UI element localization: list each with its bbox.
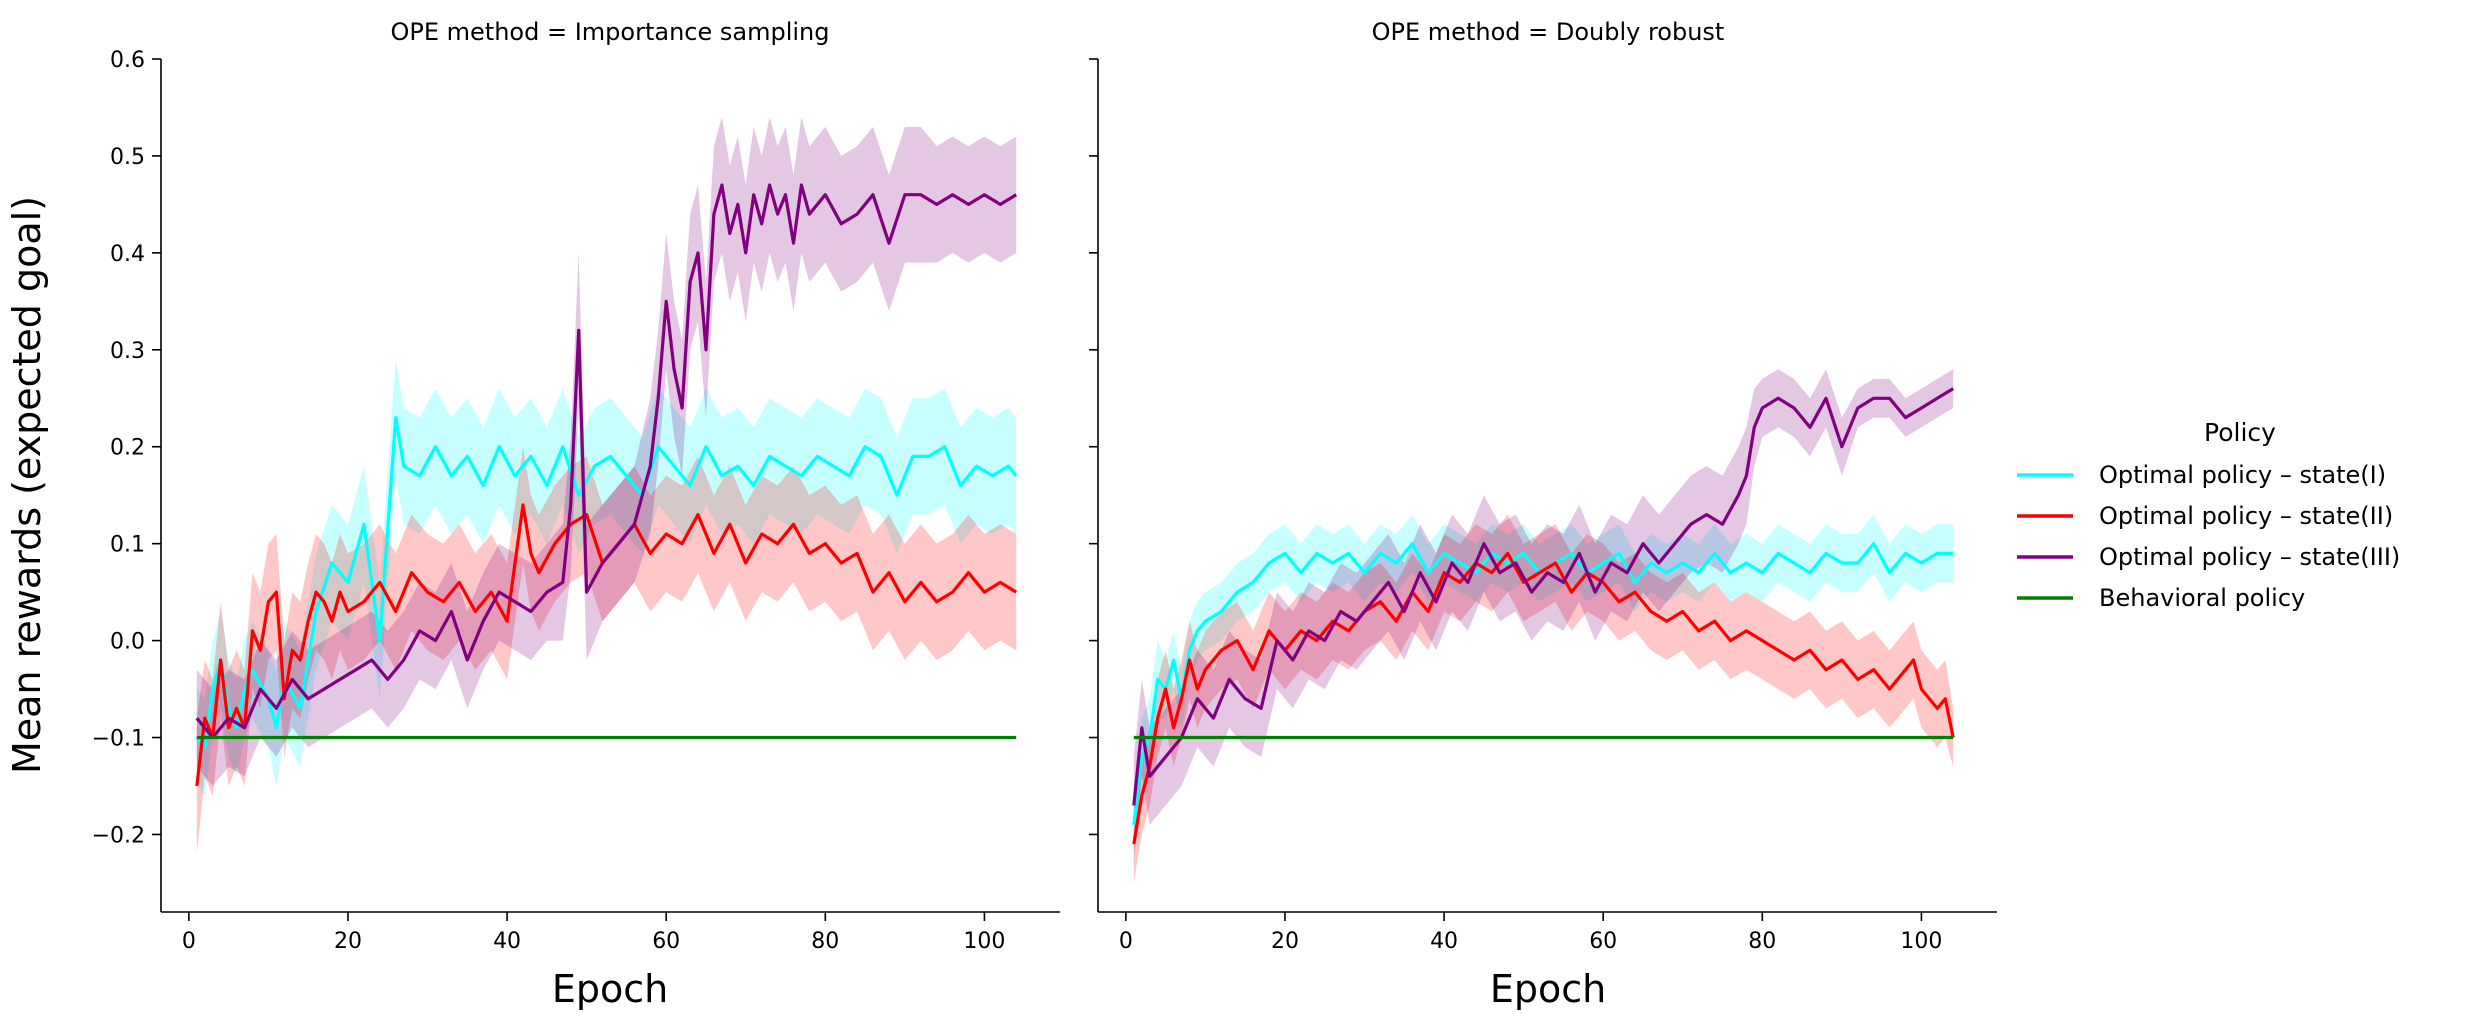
x-tick-label: 100: [963, 929, 1005, 954]
panel-importance-sampling: OPE method = Importance sampling −0.2−0.…: [92, 18, 1060, 1011]
legend-label-behavioral-policy: Behavioral policy: [2099, 584, 2305, 612]
y-axis-label: Mean rewards (expected goal): [5, 196, 49, 774]
axes: −0.2 −0.1 0.0 0.1 0.2 0.3 0.4 0.5 0.6 0 20 40 60 80 10…: [92, 48, 1060, 954]
x-tick-label: 60: [652, 929, 680, 954]
confidence-bands: [1133, 369, 1954, 883]
legend-entries: Optimal policy – state(I) Optimal policy …: [2017, 461, 2400, 612]
x-tick-label: 100: [1900, 929, 1942, 954]
band-optimal-policy-state-i: [1133, 514, 1954, 864]
x-tick-label: 0: [1119, 929, 1133, 954]
y-tick-label: −0.1: [92, 727, 145, 752]
x-tick-label: 80: [811, 929, 839, 954]
band-optimal-policy-state-iii: [1133, 369, 1954, 854]
band-optimal-policy-state-iii: [196, 117, 1017, 786]
legend-label-optimal-policy-state-i: Optimal policy – state(I): [2099, 461, 2386, 489]
y-tick-label: 0.1: [110, 533, 145, 558]
band-optimal-policy-state-ii: [196, 446, 1017, 854]
x-axis-label: Epoch: [552, 967, 668, 1011]
x-tick-label: 0: [182, 929, 196, 954]
legend-title: Policy: [2204, 418, 2276, 447]
line-optimal-policy-state-iii: [1132, 387, 1955, 806]
band-optimal-policy-state-i: [196, 359, 1017, 796]
y-tick-label: 0.4: [110, 242, 145, 267]
y-tick-label: 0.2: [110, 436, 145, 461]
legend-label-optimal-policy-state-ii: Optimal policy – state(II): [2099, 502, 2393, 530]
series-lines: [1132, 387, 1955, 845]
line-optimal-policy-state-i: [1132, 542, 1954, 825]
x-tick-label: 20: [334, 929, 362, 954]
x-tick-label: 40: [493, 929, 521, 954]
line-optimal-policy-state-ii: [1132, 551, 1955, 845]
x-tick-label: 80: [1748, 929, 1776, 954]
y-tick-label: −0.2: [92, 823, 145, 848]
line-optimal-policy-state-ii: [195, 503, 1018, 787]
legend: Policy Optimal policy – state(I)Optimal …: [2017, 418, 2400, 612]
band-optimal-policy-state-ii: [1133, 514, 1954, 883]
x-tick-label: 40: [1430, 929, 1458, 954]
y-tick-label: 0.6: [110, 48, 145, 73]
y-tick-label: 0.5: [110, 145, 145, 170]
y-tick-label: 0.0: [110, 630, 145, 655]
x-tick-label: 20: [1271, 929, 1299, 954]
line-optimal-policy-state-iii: [195, 183, 1018, 740]
panel-title-doubly-robust: OPE method = Doubly robust: [1372, 18, 1725, 46]
panel-title-importance-sampling: OPE method = Importance sampling: [391, 18, 830, 46]
confidence-bands: [196, 117, 1017, 854]
axes: 0 20 40 60 80 100: [1089, 58, 1997, 954]
series-lines: [195, 183, 1018, 787]
legend-label-optimal-policy-state-iii: Optimal policy – state(III): [2099, 543, 2400, 571]
panel-doubly-robust: OPE method = Doubly robust 0 20 40 60 80 100 …: [1089, 18, 1997, 1011]
x-tick-label: 60: [1589, 929, 1617, 954]
y-tick-label: 0.3: [110, 339, 145, 364]
x-axis-label: Epoch: [1490, 967, 1606, 1011]
